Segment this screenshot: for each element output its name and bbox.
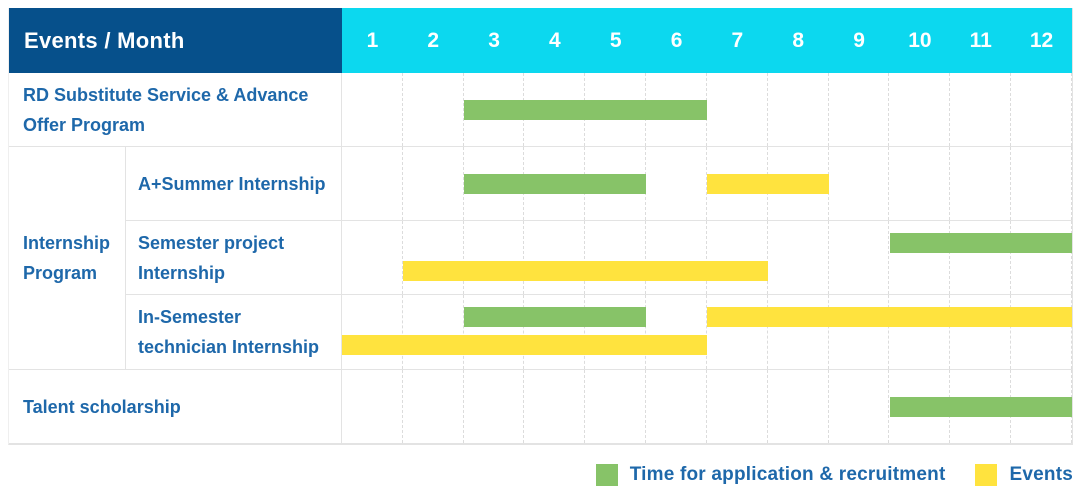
month-gridline-column <box>707 73 768 146</box>
chart-row-cell <box>342 73 1072 146</box>
legend: Time for application & recruitment Event… <box>595 461 1073 489</box>
month-gridline-column <box>524 295 586 369</box>
gantt-bar-application <box>889 397 1072 417</box>
month-gridline-column <box>403 370 464 443</box>
month-gridline-column <box>646 221 707 294</box>
gantt-bar-events <box>707 307 1072 327</box>
month-gridline-column <box>950 221 1012 294</box>
month-gridline-column <box>768 73 829 146</box>
group-rows: A+Summer Internship Semester project Inte… <box>126 147 1072 369</box>
month-gridline-column <box>950 147 1012 220</box>
row-label: Talent scholarship <box>9 370 342 443</box>
month-header-12: 12 <box>1029 28 1054 52</box>
chart-row-cell <box>342 295 1072 369</box>
month-gridline-column <box>464 295 525 369</box>
gantt-row: In-Semester technician Internship <box>126 295 1072 369</box>
month-gridline-column <box>829 370 890 443</box>
legend-label-events: Events <box>1009 464 1073 485</box>
month-gridline-column <box>403 295 464 369</box>
row-label: Semester project Internship <box>126 221 342 294</box>
gantt-row: A+Summer Internship <box>126 147 1072 221</box>
month-gridline-column <box>1011 73 1072 146</box>
month-gridline-column <box>707 221 768 294</box>
month-gridline-column <box>524 370 586 443</box>
gantt-row: Semester project Internship <box>126 221 1072 295</box>
month-gridline-column <box>403 147 464 220</box>
chart-row-cell <box>342 370 1072 443</box>
month-gridline-column <box>464 221 525 294</box>
month-gridline-column <box>829 73 890 146</box>
gantt-group-internship-program: Internship Program A+Summer Internship Sem… <box>9 147 1072 370</box>
month-gridline-column <box>342 147 403 220</box>
month-header-strip: 1 2 3 4 5 6 7 8 9 10 11 12 <box>342 8 1072 73</box>
gantt-bar-events <box>402 261 768 281</box>
month-gridline-column <box>950 295 1012 369</box>
month-header-1: 1 <box>366 28 379 52</box>
month-gridline-column <box>342 370 403 443</box>
month-gridline-column <box>768 295 829 369</box>
gantt-bar-application <box>889 233 1072 253</box>
month-gridline-column <box>646 295 707 369</box>
month-gridline-column <box>768 370 829 443</box>
month-gridline-column <box>950 73 1012 146</box>
month-header-2: 2 <box>427 28 440 52</box>
month-gridline-column <box>524 221 586 294</box>
month-gridline-column <box>342 295 403 369</box>
gantt-row: Talent scholarship <box>9 370 1072 444</box>
month-gridline-column <box>829 221 890 294</box>
events-month-header: Events / Month <box>9 8 342 73</box>
application-swatch-icon <box>595 464 618 486</box>
row-label: In-Semester technician Internship <box>126 295 342 369</box>
row-label: RD Substitute Service & Advance Offer Pr… <box>9 73 342 146</box>
gantt-bar-application <box>463 100 707 120</box>
legend-label-application: Time for application & recruitment <box>629 464 946 485</box>
month-gridline-column <box>829 295 890 369</box>
month-gridline-column <box>889 147 951 220</box>
month-gridline-column <box>768 221 829 294</box>
month-header-4: 4 <box>549 28 561 52</box>
month-gridline-column <box>646 370 707 443</box>
month-gridline-column <box>403 221 464 294</box>
month-gridline-column <box>646 147 707 220</box>
month-gridline-column <box>342 221 403 294</box>
month-gridline-column <box>889 295 951 369</box>
month-gridline-column <box>342 73 403 146</box>
gantt-bar-events <box>342 335 707 355</box>
legend-item-events: Events <box>975 464 1073 486</box>
gantt-header-row: Events / Month 1 2 3 4 5 6 7 8 9 10 11 12 <box>9 8 1072 73</box>
month-gridline-column <box>889 221 951 294</box>
month-gridline-column <box>464 370 525 443</box>
month-gridline-column <box>707 370 768 443</box>
month-header-6: 6 <box>670 28 683 52</box>
month-gridline-column <box>1011 221 1072 294</box>
month-header-8: 8 <box>792 28 805 52</box>
chart-row-cell <box>342 221 1072 294</box>
month-gridline-column <box>1011 147 1072 220</box>
gantt-bar-events <box>707 174 829 194</box>
month-gridline-column <box>829 147 890 220</box>
gantt-bar-application <box>463 174 647 194</box>
gantt-row: RD Substitute Service & Advance Offer Pr… <box>9 73 1072 147</box>
gantt-table: Events / Month 1 2 3 4 5 6 7 8 9 10 11 12 RD Substi… <box>8 8 1073 445</box>
gantt-body: RD Substitute Service & Advance Offer Pr… <box>9 73 1072 444</box>
events-swatch-icon <box>975 464 998 486</box>
gantt-bar-application <box>463 307 647 327</box>
month-header-9: 9 <box>853 28 865 52</box>
group-label: Internship Program <box>9 147 126 369</box>
month-header-11: 11 <box>969 28 992 52</box>
month-header-10: 10 <box>908 28 932 52</box>
month-gridline-column <box>707 295 768 369</box>
legend-item-application: Time for application & recruitment <box>595 464 946 486</box>
month-header-3: 3 <box>488 28 500 52</box>
month-gridline-column <box>403 73 464 146</box>
chart-row-cell <box>342 147 1072 220</box>
month-header-5: 5 <box>609 28 622 52</box>
row-label: A+Summer Internship <box>126 147 342 220</box>
month-header-7: 7 <box>731 28 744 52</box>
month-gridline-column <box>585 295 647 369</box>
month-gridline-column <box>1011 295 1072 369</box>
month-gridline-column <box>889 73 951 146</box>
month-gridline-column <box>585 370 647 443</box>
month-gridline-column <box>585 221 647 294</box>
